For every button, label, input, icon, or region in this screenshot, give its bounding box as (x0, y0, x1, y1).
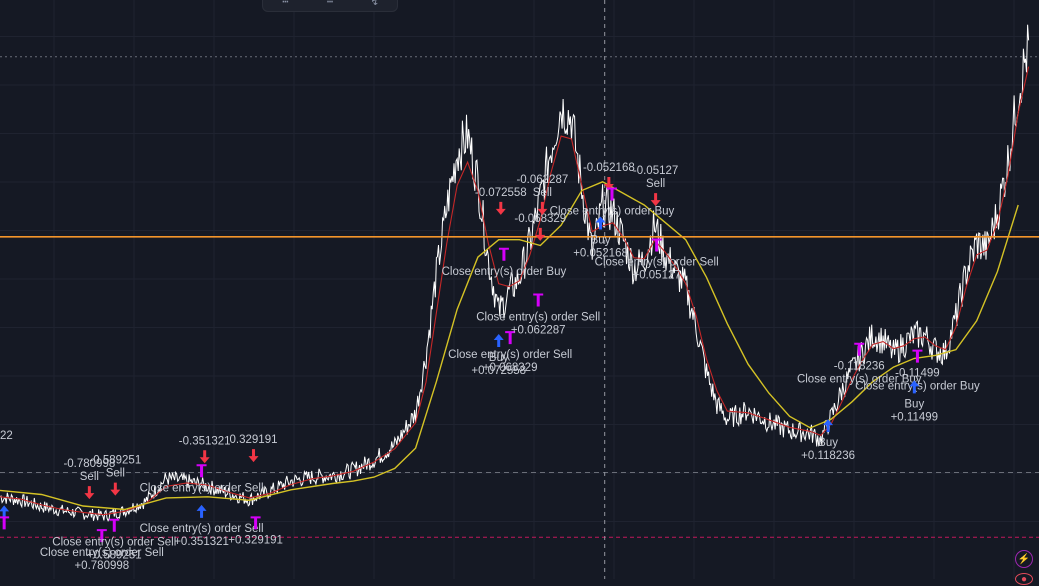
signal-label: +0.780998 (74, 560, 129, 572)
signal-label: Close entry(s) order Buy (442, 266, 567, 278)
close-marker (505, 331, 516, 345)
sell-arrow (535, 227, 546, 241)
close-marker (96, 529, 107, 543)
close-marker (196, 464, 207, 478)
buy-arrow (196, 504, 207, 518)
buy-arrow (909, 380, 920, 394)
signal-label: -0.05127 (633, 165, 678, 177)
signal-label: Sell (106, 468, 125, 480)
signal-label: Close entry(s) order Sell (40, 547, 164, 559)
signal-label: Sell (533, 187, 552, 199)
sell-arrow (248, 449, 259, 463)
signal-label: -0.052168 (583, 162, 635, 174)
brush-tool-icon[interactable]: ↯ (370, 0, 379, 8)
close-marker (109, 518, 120, 532)
close-marker (854, 342, 865, 356)
close-marker (651, 238, 662, 252)
signal-label: Close entry(s) order Sell (140, 482, 264, 494)
signal-label: +0.329191 (228, 534, 283, 546)
signal-label: +0.062287 (511, 325, 566, 337)
line-tool-icon[interactable]: ┅ (282, 0, 289, 8)
sell-arrow (650, 193, 661, 207)
signal-label: -0.062287 (516, 174, 568, 186)
signal-label: -0.351321 (179, 435, 231, 447)
sell-arrow (603, 176, 614, 190)
signal-label: +0.11499 (891, 411, 938, 423)
buy-arrow (0, 505, 10, 519)
signal-label: Close entry(s) order Sell (595, 256, 719, 268)
signal-label: -0.11499 (895, 368, 940, 380)
signal-label: +0.072558 (471, 365, 526, 377)
close-marker (606, 187, 617, 201)
signal-label: +0.118236 (801, 450, 855, 462)
close-marker (498, 247, 509, 261)
sell-arrow (110, 482, 121, 496)
close-marker (250, 516, 261, 530)
drawing-toolbar: ┅ ┅ ↯ (262, 0, 398, 12)
price-scale-label: 22 (0, 430, 13, 442)
signal-label: -0.072558 (475, 187, 527, 199)
signal-label: +0.05127 (632, 269, 680, 281)
signal-label: Close entry(s) order Sell (140, 523, 264, 535)
sell-arrow (84, 486, 95, 500)
sell-arrow (495, 201, 506, 215)
signal-label: Buy (818, 437, 838, 449)
buy-arrow (595, 216, 606, 230)
signal-label: Close entry(s) order Buy (797, 374, 922, 386)
lightning-icon[interactable]: ⚡ (1015, 550, 1033, 568)
signal-label: -0.589251 (89, 455, 141, 467)
signal-label: -0.118236 (834, 361, 885, 373)
signal-label: Buy (591, 234, 611, 246)
signal-label: Close entry(s) order Sell (52, 537, 176, 549)
fast-ma-line (0, 66, 1030, 516)
ray-tool-icon[interactable]: ┅ (326, 0, 333, 8)
sell-arrow (199, 450, 210, 464)
close-marker (912, 349, 923, 363)
slow-ma-line (0, 181, 1019, 511)
signal-label: Close entry(s) order Buy (550, 206, 675, 218)
signal-label: +0.052168 (573, 247, 628, 259)
signal-label: +0.068329 (483, 362, 538, 374)
sell-arrow (537, 201, 548, 215)
indicator-icon[interactable]: ● (1015, 573, 1033, 585)
signal-label: Close entry(s) order Sell (476, 312, 600, 324)
signal-label: Close entry(s) order Buy (855, 381, 980, 393)
signal-label: +0.351321 (174, 536, 229, 548)
price-line (0, 24, 1030, 522)
signal-label: Buy (489, 352, 509, 364)
signal-label: 0.329191 (230, 434, 278, 446)
signal-label: Close entry(s) order Sell (448, 349, 572, 361)
signal-label: -0.780998 (63, 458, 115, 470)
signal-label: Buy (904, 398, 924, 410)
buy-arrow (493, 334, 504, 348)
buy-arrow (823, 419, 834, 433)
close-marker (0, 516, 10, 530)
signal-label: -0.068329 (514, 213, 566, 225)
signal-label: Sell (80, 471, 99, 483)
signal-label: +0.589251 (87, 550, 142, 562)
close-marker (533, 293, 544, 307)
signal-label: Sell (646, 178, 665, 190)
